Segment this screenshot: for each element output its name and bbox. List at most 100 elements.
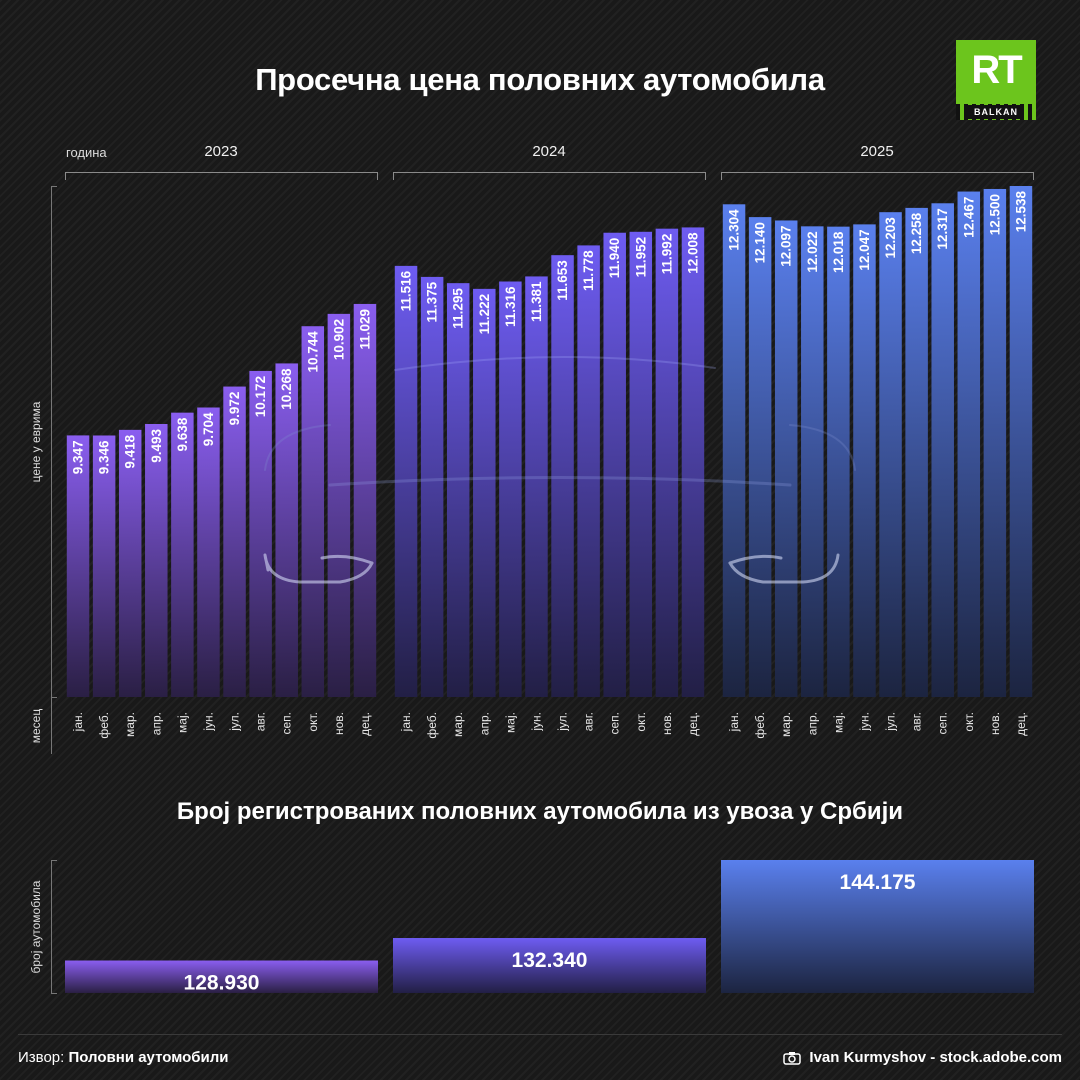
price-bar-2025-9 (931, 203, 954, 698)
price-bar-2025-11 (983, 188, 1007, 697)
price-value-label: 11.653 (555, 260, 570, 301)
year-label-2025: 2025 (860, 143, 894, 160)
registration-value-label: 128.930 (184, 971, 260, 994)
month-tick-label: авг. (582, 712, 596, 731)
photo-credit-text: Ivan Kurmyshov - stock.adobe.com (809, 1049, 1062, 1066)
price-value-label: 11.316 (503, 286, 518, 327)
logo-sub-text: BALKAN (968, 105, 1024, 119)
month-tick-label: мар. (451, 712, 465, 737)
month-tick-label: сеп. (280, 712, 294, 735)
price-bar-2024-11 (655, 228, 679, 698)
price-bar-2025-3 (774, 220, 798, 697)
y-axis-tick-top (51, 186, 57, 187)
price-bar-2025-5 (827, 226, 850, 697)
price-value-label: 9.347 (71, 440, 86, 474)
price-value-label: 9.972 (227, 392, 242, 426)
price-bar-2024-1 (394, 265, 418, 697)
month-tick-label: сеп. (936, 712, 950, 735)
year-bracket-2024 (393, 172, 706, 180)
source-prefix: Извор: (18, 1049, 65, 1066)
car-silhouette-illustration (263, 356, 856, 584)
price-bar-2023-8 (249, 370, 272, 697)
month-tick-label: јул. (228, 712, 242, 732)
price-value-label: 11.516 (399, 270, 414, 311)
month-tick-label: мај. (831, 712, 845, 733)
month-tick-label: окт. (306, 712, 320, 732)
price-value-label: 11.381 (529, 281, 544, 322)
price-value-label: 12.047 (857, 229, 872, 270)
chart-title: Просечна цена половних аутомобила (255, 62, 825, 97)
month-tick-label: мар. (779, 712, 793, 737)
month-tick-label: мај. (503, 712, 517, 733)
price-bar-2024-4 (473, 288, 496, 697)
month-tick-label: нов. (988, 712, 1002, 735)
month-tick-label: феб. (425, 712, 439, 739)
price-bar-2023-1 (66, 435, 90, 697)
price-value-label: 11.992 (659, 234, 674, 275)
year-label-2024: 2024 (532, 143, 566, 160)
registration-value-label: 144.175 (840, 871, 916, 894)
month-tick-label: јан. (399, 712, 413, 732)
price-bars: 9.347 9.346 9.418 9.493 9.638 9.704 9.972 10.17… (66, 186, 1033, 698)
rt-balkan-logo: RT BALKAN (956, 40, 1036, 120)
month-tick-label: мар. (123, 712, 137, 737)
y-axis-line (51, 186, 52, 754)
month-tick-label: јул. (556, 712, 570, 732)
price-bar-2023-7 (223, 386, 246, 697)
price-value-label: 12.304 (727, 209, 742, 251)
price-value-label: 11.222 (477, 294, 492, 335)
price-bar-2025-8 (905, 207, 928, 697)
price-bar-2024-10 (629, 231, 653, 698)
price-value-label: 11.375 (425, 281, 440, 322)
logo-main-text: RT (971, 48, 1022, 92)
price-value-label: 10.268 (279, 368, 294, 410)
price-bar-2025-12 (1009, 186, 1033, 697)
month-labels: јан. феб. мар. апр. мај. јун. јул. авг. сеп. окт.… (71, 712, 1028, 739)
price-bar-2024-7 (551, 255, 574, 698)
month-tick-label: јан. (71, 712, 85, 732)
chart2-title: Број регистрованих половних аутомобила и… (176, 798, 904, 825)
price-value-label: 12.140 (753, 222, 768, 263)
month-tick-label: нов. (660, 712, 674, 735)
price-value-label: 12.317 (935, 208, 950, 249)
chart2-y-axis-line (51, 860, 52, 994)
price-value-label: 12.258 (909, 212, 924, 254)
price-bar-2023-4 (145, 423, 168, 697)
price-value-label: 11.940 (607, 238, 622, 279)
month-tick-label: мај. (175, 712, 189, 733)
month-tick-label: апр. (477, 712, 491, 735)
month-tick-label: јун. (857, 712, 871, 732)
price-value-label: 9.346 (97, 440, 112, 474)
price-bar-2025-6 (853, 224, 876, 698)
registration-bar-2023 (65, 960, 378, 993)
month-tick-label: феб. (97, 712, 111, 739)
price-bar-2024-5 (499, 281, 522, 697)
price-value-label: 11.295 (451, 288, 466, 329)
y-axis-tick-base (51, 697, 57, 698)
price-bar-2023-2 (92, 435, 116, 697)
price-bar-2023-6 (197, 407, 220, 697)
price-bar-2024-12 (681, 227, 705, 697)
registration-bar-2025 (721, 860, 1034, 993)
month-tick-label: јун. (201, 712, 215, 732)
price-value-label: 10.172 (253, 376, 268, 417)
price-value-label: 12.467 (961, 197, 976, 238)
price-bar-2023-5 (171, 412, 194, 697)
price-bar-2023-9 (275, 363, 298, 697)
price-bar-2024-6 (525, 276, 548, 697)
year-bracket-2025 (721, 172, 1034, 180)
month-tick-label: апр. (805, 712, 819, 735)
month-tick-label: авг. (910, 712, 924, 731)
registration-value-label: 132.340 (512, 949, 588, 972)
price-bar-2025-10 (957, 191, 981, 697)
registration-bars: 128.930 132.340 144.175 (65, 860, 1034, 994)
camera-icon (783, 1051, 802, 1065)
price-bar-2024-9 (603, 232, 626, 697)
footer-divider (18, 1034, 1062, 1035)
price-bar-2025-7 (879, 212, 902, 697)
month-tick-label: окт. (634, 712, 648, 732)
month-tick-label: апр. (149, 712, 163, 735)
footer-photo-credit: Ivan Kurmyshov - stock.adobe.com (783, 1049, 1062, 1066)
price-value-label: 12.538 (1013, 191, 1028, 233)
